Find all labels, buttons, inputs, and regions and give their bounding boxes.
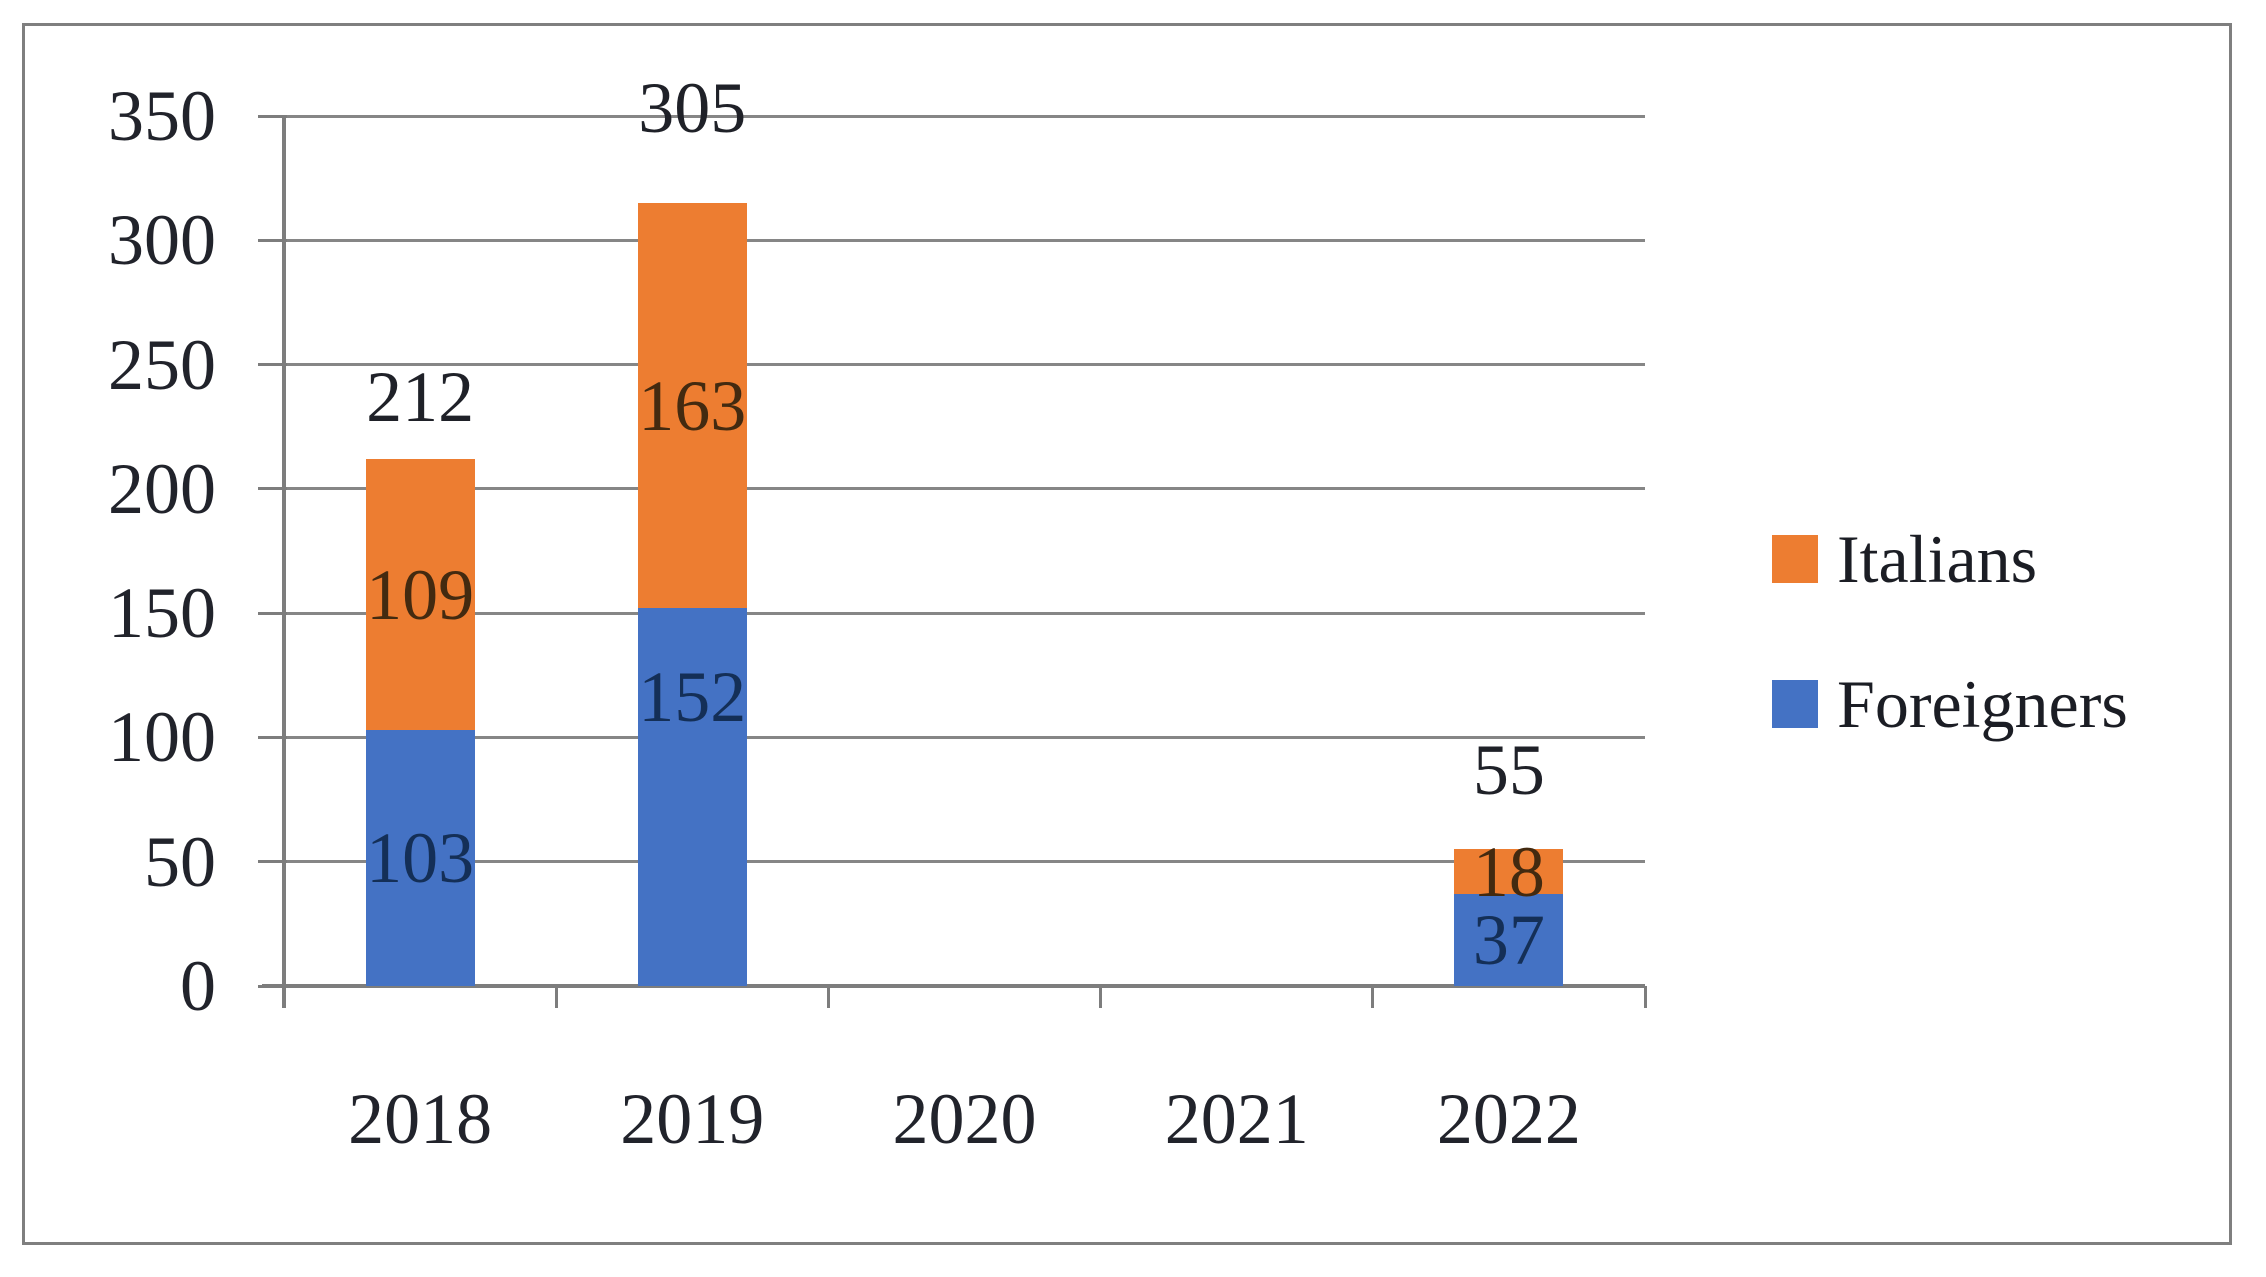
y-axis-tick-label: 150 — [108, 573, 216, 654]
x-axis-tick — [1099, 986, 1103, 1008]
bar-segment-foreigners-2018 — [365, 729, 475, 986]
legend-swatch-foreigners — [1772, 680, 1818, 728]
y-axis-tick-300 — [258, 238, 287, 242]
bar-value-label: 163 — [638, 365, 747, 446]
y-axis-tick-250 — [258, 363, 287, 367]
y-axis-line — [282, 116, 286, 1008]
y-axis-tick-label: 0 — [180, 946, 216, 1026]
x-axis-tick — [1643, 986, 1647, 1008]
gridline-50 — [284, 860, 1645, 864]
bar-value-label: 103 — [366, 817, 475, 898]
legend-label-italians: Italians — [1837, 521, 2038, 597]
x-axis-tick — [554, 986, 558, 1008]
x-axis-tick — [826, 986, 830, 1008]
gridline-200 — [284, 487, 1645, 491]
y-axis-tick-label: 250 — [108, 324, 216, 405]
bar-segment-italians-2022 — [1454, 849, 1564, 895]
legend-swatch-italians — [1772, 535, 1818, 583]
x-axis-category-label: 2022 — [1436, 1079, 1581, 1159]
y-axis-tick-150 — [258, 611, 287, 615]
y-axis-tick-200 — [258, 487, 287, 491]
bar-value-label: 37 — [1472, 900, 1545, 980]
bar-total-label: 305 — [638, 68, 747, 148]
y-axis-tick-label: 50 — [144, 821, 216, 902]
gridline-100 — [284, 735, 1645, 739]
gridline-300 — [284, 238, 1645, 242]
y-axis-tick-label: 100 — [108, 697, 216, 778]
y-axis-tick-label: 300 — [108, 200, 216, 281]
x-axis-category-label: 2018 — [348, 1079, 493, 1159]
bar-total-label: 212 — [366, 357, 475, 438]
legend-label-foreigners: Foreigners — [1837, 666, 2128, 742]
gridline-350 — [284, 114, 1645, 118]
bar-value-label: 109 — [366, 554, 475, 635]
x-axis-line — [262, 984, 1645, 988]
gridline-250 — [284, 363, 1645, 367]
gridline-150 — [284, 611, 1645, 615]
y-axis-tick-50 — [258, 860, 287, 864]
x-axis-category-label: 2021 — [1164, 1079, 1309, 1159]
y-axis-tick-350 — [258, 114, 287, 118]
x-axis-tick — [1371, 986, 1375, 1008]
bar-value-label: 18 — [1472, 831, 1545, 912]
bar-segment-italians-2019 — [637, 203, 747, 609]
bar-segment-foreigners-2019 — [637, 608, 747, 986]
bar-value-label: 152 — [638, 657, 747, 738]
y-axis-tick-label: 200 — [108, 448, 216, 529]
x-axis-tick — [282, 986, 286, 1008]
bar-segment-italians-2018 — [365, 459, 475, 730]
x-axis-category-label: 2020 — [892, 1079, 1037, 1159]
y-axis-tick-label: 350 — [108, 76, 216, 156]
y-axis-tick-100 — [258, 735, 287, 739]
x-axis-category-label: 2019 — [620, 1079, 765, 1159]
bar-total-label: 55 — [1472, 730, 1545, 811]
bar-segment-foreigners-2022 — [1454, 894, 1564, 986]
